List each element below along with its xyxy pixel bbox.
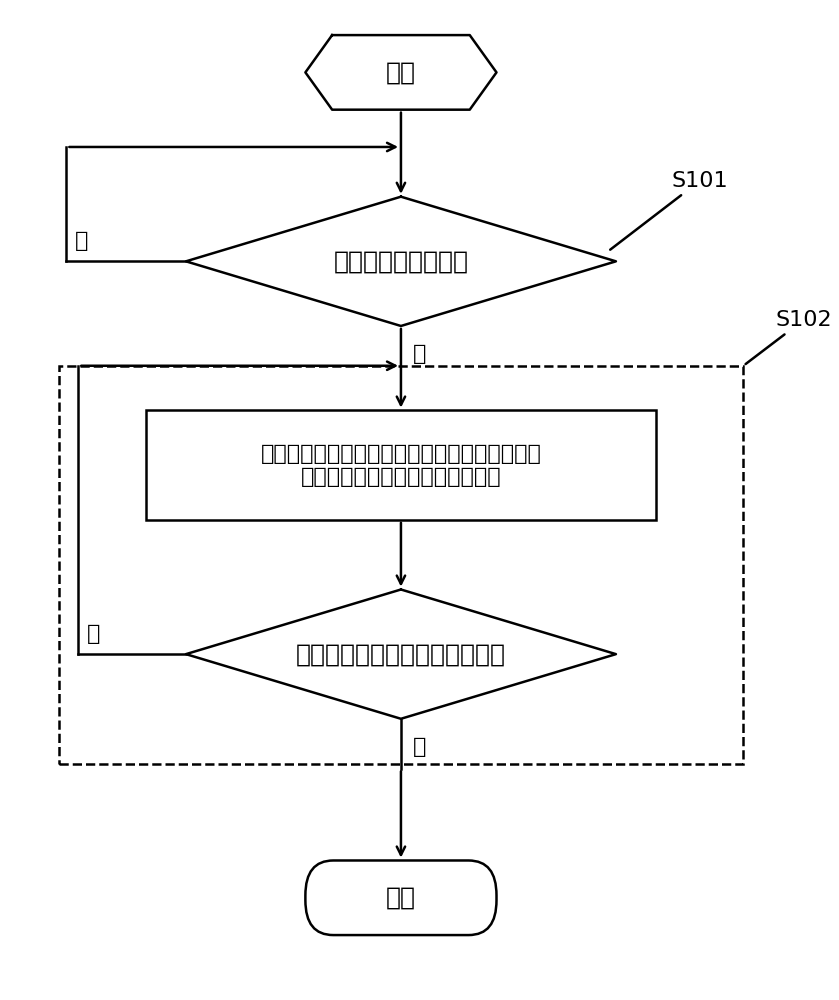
Text: S101: S101 [610,171,728,250]
Text: 结束: 结束 [386,886,416,910]
Text: 控制至少两个变换电路配合工作，以通过放电电
路对功率变换器中的电容进行放电: 控制至少两个变换电路配合工作，以通过放电电 路对功率变换器中的电容进行放电 [260,444,541,487]
Text: 否: 否 [75,231,88,251]
Bar [146,410,656,520]
Text: 开始: 开始 [386,60,416,84]
Bar [59,366,743,764]
Text: 是: 是 [413,737,426,757]
Text: 是: 是 [413,344,426,364]
Text: 否: 否 [86,624,100,644]
Text: S102: S102 [746,310,831,364]
Text: 电容上的电压小于预设安全电压: 电容上的电压小于预设安全电压 [296,642,506,666]
Text: 接收到主动放电指令: 接收到主动放电指令 [333,249,468,273]
